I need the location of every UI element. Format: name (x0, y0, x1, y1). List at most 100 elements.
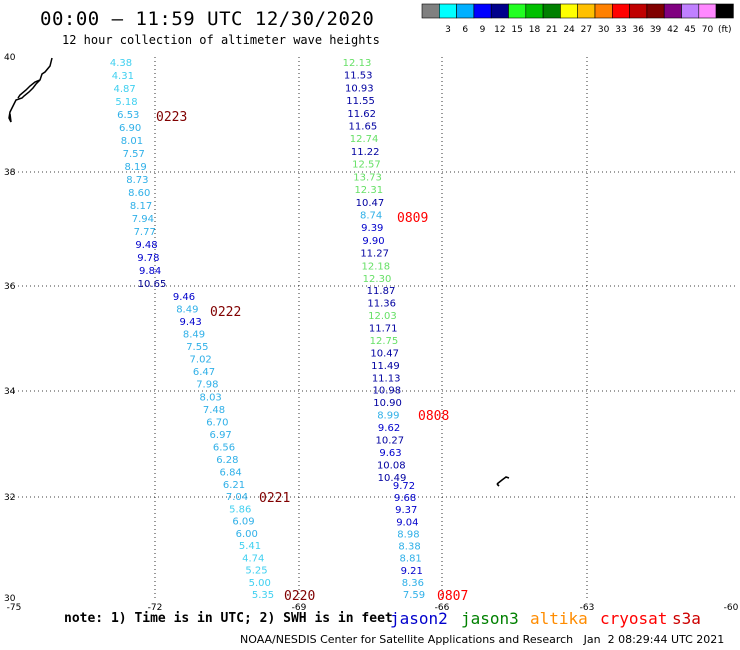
pass-time-label: 0809 (397, 211, 428, 226)
wave-height-value: 6.84 (220, 467, 242, 478)
wave-height-value: 10.08 (377, 461, 406, 472)
color-scale-tick: 39 (650, 25, 662, 35)
wave-height-value: 7.59 (403, 590, 425, 601)
wave-height-value: 7.98 (196, 380, 218, 391)
wave-height-value: 11.49 (371, 361, 400, 372)
wave-height-value: 6.00 (236, 529, 258, 540)
lat-label: 36 (4, 282, 16, 292)
wave-height-value: 4.38 (110, 58, 132, 69)
track-0221: 7.045.86 6.096.005.414.74 5.255.005.35 0221 (226, 491, 290, 601)
lat-label: 32 (4, 493, 15, 503)
color-scale-tick: 33 (615, 25, 626, 35)
wave-height-value: 12.03 (368, 311, 397, 322)
wave-height-value: 8.01 (121, 136, 143, 147)
wave-height-value: 9.46 (173, 292, 195, 303)
color-scale-unit: (ft) (718, 25, 732, 35)
wave-height-value: 6.70 (206, 417, 228, 428)
wave-height-value: 9.48 (135, 240, 157, 251)
wave-height-value: 8.19 (124, 162, 146, 173)
color-scale-tick: 30 (598, 25, 610, 35)
wave-height-value: 4.87 (114, 84, 136, 95)
wave-height-value: 10.47 (370, 348, 399, 359)
wave-height-value: 11.22 (351, 147, 380, 158)
wave-height-value: 5.25 (245, 566, 267, 577)
wave-height-value: 12.18 (362, 261, 391, 272)
wave-height-value: 8.98 (397, 529, 419, 540)
track-0223: 4.38 4.31 4.87 5.18 6.53 6.90 8.01 7.57 8.19 8.73… (110, 58, 187, 290)
wave-height-value: 5.86 (229, 504, 251, 515)
lon-label: -75 (7, 603, 22, 613)
wave-height-value: 9.68 (394, 493, 416, 504)
track-0220: 0220 (284, 589, 315, 604)
wave-height-value: 10.27 (375, 436, 404, 447)
page-title: 00:00 – 11:59 UTC 12/30/2020 (40, 8, 375, 30)
wave-height-value: 7.55 (186, 342, 208, 353)
track-0222: 9.468.499.438.497.557.026.477.988.037.48… (173, 292, 245, 491)
wave-height-value: 11.13 (372, 373, 401, 384)
wave-height-value: 7.02 (190, 355, 212, 366)
wave-height-value: 12.30 (363, 274, 392, 285)
wave-height-value: 11.55 (346, 96, 375, 107)
lat-label: 38 (4, 168, 16, 178)
pass-time-label: 0223 (156, 110, 187, 125)
wave-height-value: 11.62 (347, 109, 376, 120)
wave-height-value: 7.94 (132, 214, 154, 225)
wave-height-value: 8.03 (200, 392, 222, 403)
pass-time-label: 0222 (210, 305, 241, 320)
lon-label: -72 (148, 603, 163, 613)
wave-height-value: 5.00 (249, 578, 271, 589)
wave-height-value: 8.49 (183, 330, 205, 341)
color-scale-tick: 27 (581, 25, 592, 35)
wave-height-value: 8.17 (130, 201, 152, 212)
color-scale-legend: 3 6 9 12 15 18 21 24 27 30 33 36 39 42 45 70 (ft) (421, 3, 734, 35)
wave-height-value: 11.71 (369, 323, 398, 334)
wave-height-value: 7.48 (203, 405, 225, 416)
wave-height-value: 8.73 (126, 175, 148, 186)
wave-height-value: 6.56 (213, 442, 235, 453)
wave-height-value: 9.78 (137, 253, 159, 264)
lat-label: 40 (4, 53, 16, 63)
page-subtitle: 12 hour collection of altimeter wave hei… (62, 33, 380, 47)
lon-label: -69 (292, 603, 307, 613)
wave-height-value: 7.04 (226, 492, 248, 503)
color-scale-tick: 70 (702, 25, 714, 35)
lat-label: 34 (4, 387, 16, 397)
wave-height-value: 6.21 (223, 480, 245, 491)
track-0807: 9.729.689.379.048.98 8.388.819.218.367.59… (393, 481, 468, 604)
wave-height-value: 4.31 (112, 71, 134, 82)
color-swatch (715, 3, 734, 19)
color-scale-tick: 6 (462, 25, 468, 35)
wave-height-value: 9.84 (139, 266, 161, 277)
wave-height-value: 9.62 (378, 423, 400, 434)
wave-height-value: 11.53 (344, 71, 373, 82)
wave-height-value: 9.21 (401, 566, 423, 577)
wave-height-value: 9.63 (379, 448, 401, 459)
wave-height-value: 11.27 (360, 249, 389, 260)
wave-height-value: 6.28 (216, 455, 238, 466)
satellite-label-jason3: jason3 (461, 609, 519, 628)
satellite-label-cryosat: cryosat (600, 609, 668, 628)
wave-height-value: 8.99 (377, 411, 399, 422)
wave-height-value: 10.47 (356, 198, 385, 209)
color-scale-tick: 15 (511, 25, 522, 35)
wave-height-value: 12.13 (343, 58, 372, 69)
coastline (8, 57, 53, 123)
satellite-label-altika: altika (530, 609, 588, 628)
wave-height-value: 10.49 (378, 473, 407, 484)
wave-height-value: 11.65 (349, 122, 378, 133)
wave-height-value: 10.65 (138, 279, 167, 290)
wave-height-value: 12.75 (370, 336, 399, 347)
color-scale-tick: 45 (684, 25, 695, 35)
wave-height-value: 7.57 (123, 149, 145, 160)
wave-height-value: 10.98 (373, 386, 402, 397)
credit-line: NOAA/NESDIS Center for Satellite Applica… (240, 633, 725, 646)
wave-height-value: 9.39 (361, 223, 383, 234)
color-scale-tick: 24 (563, 25, 575, 35)
wave-height-value: 8.49 (176, 305, 198, 316)
lon-label: -66 (435, 603, 450, 613)
color-scale-tick: 36 (633, 25, 645, 35)
color-scale-tick: 18 (529, 25, 541, 35)
lon-label: -60 (724, 603, 739, 613)
